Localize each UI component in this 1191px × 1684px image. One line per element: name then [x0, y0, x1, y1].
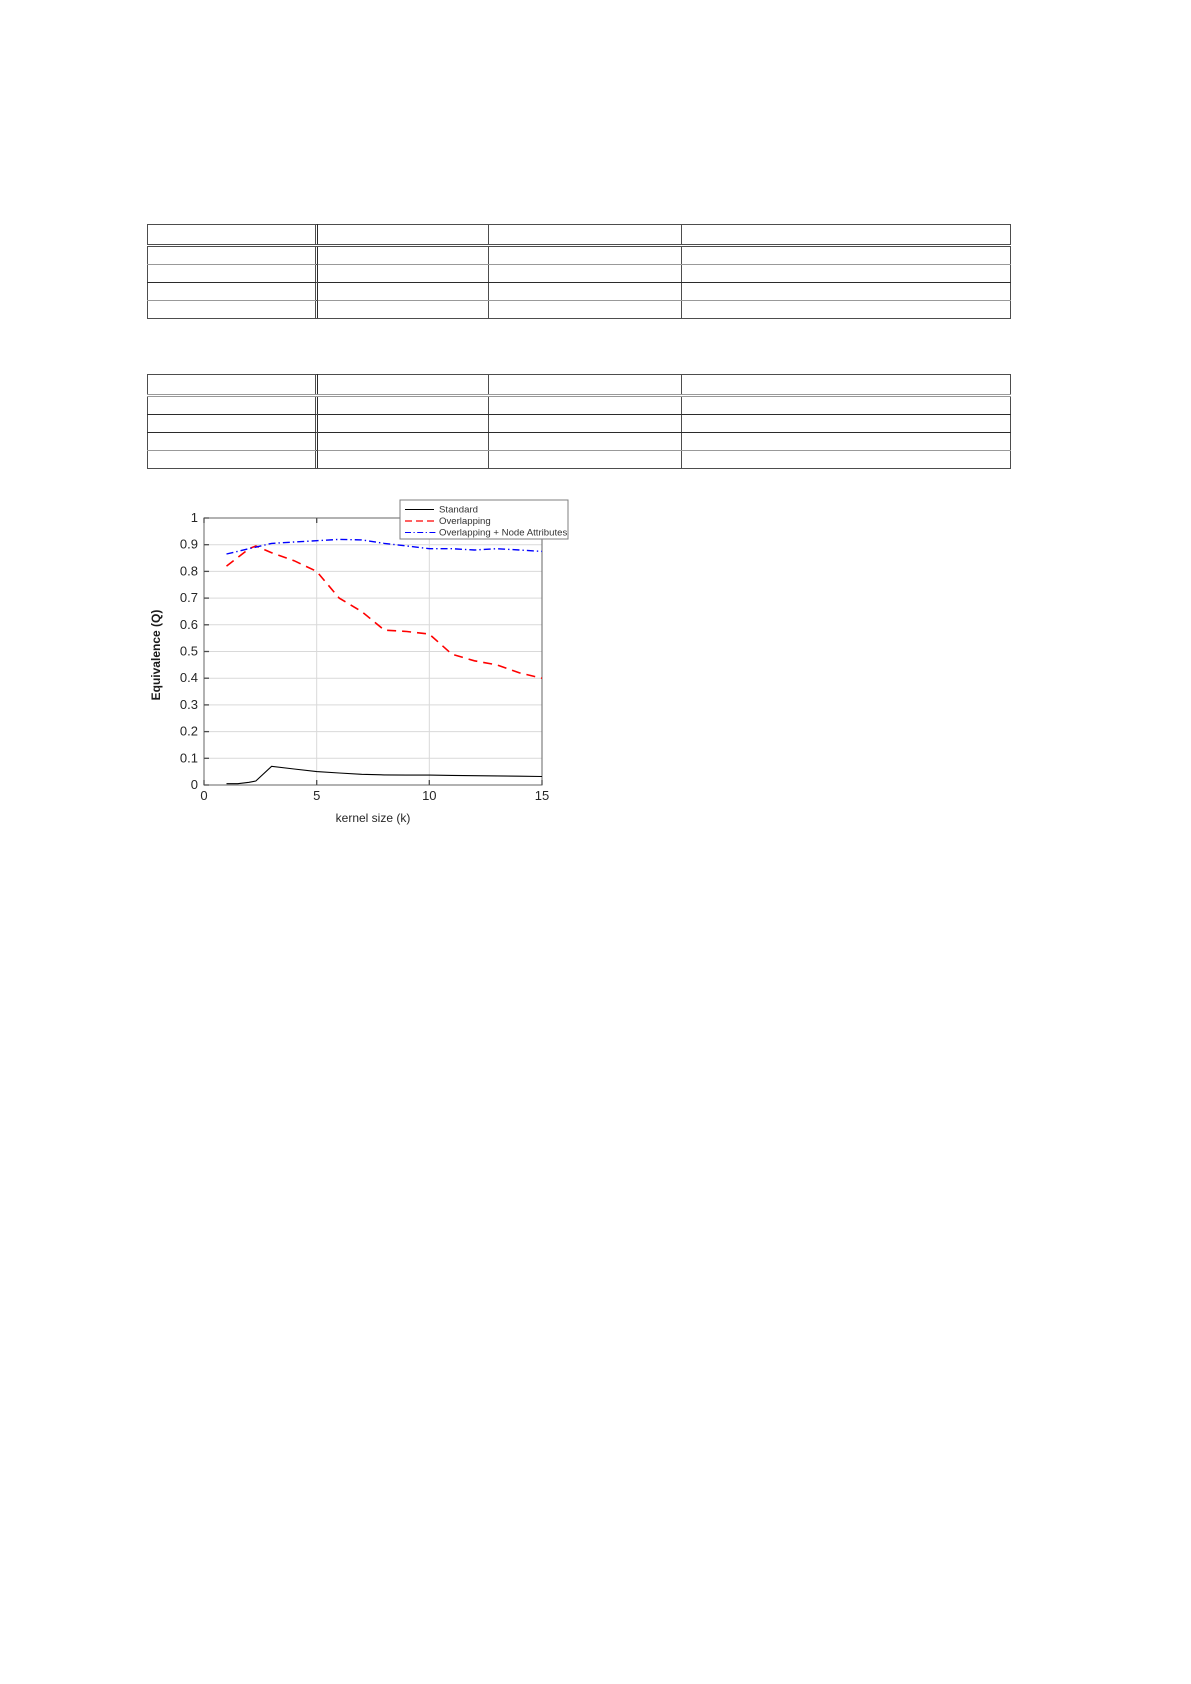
svg-text:1: 1: [191, 510, 198, 525]
svg-text:Standard: Standard: [439, 505, 478, 516]
svg-text:0: 0: [191, 777, 198, 792]
svg-text:5: 5: [313, 788, 320, 803]
svg-text:kernel size (k): kernel size (k): [336, 811, 411, 825]
svg-text:Overlapping + Node Attributes: Overlapping + Node Attributes: [439, 528, 567, 539]
svg-text:0.3: 0.3: [180, 697, 198, 712]
svg-text:Overlapping: Overlapping: [439, 516, 491, 527]
svg-text:0.5: 0.5: [180, 644, 198, 659]
svg-text:10: 10: [422, 788, 436, 803]
svg-text:0.1: 0.1: [180, 750, 198, 765]
svg-text:0.2: 0.2: [180, 724, 198, 739]
svg-text:15: 15: [535, 788, 549, 803]
svg-text:0.7: 0.7: [180, 590, 198, 605]
svg-text:0.8: 0.8: [180, 563, 198, 578]
svg-text:0: 0: [200, 788, 207, 803]
svg-text:Equivalence (Q): Equivalence (Q): [149, 610, 163, 701]
svg-text:0.6: 0.6: [180, 617, 198, 632]
svg-text:0.4: 0.4: [180, 670, 198, 685]
svg-text:0.9: 0.9: [180, 537, 198, 552]
